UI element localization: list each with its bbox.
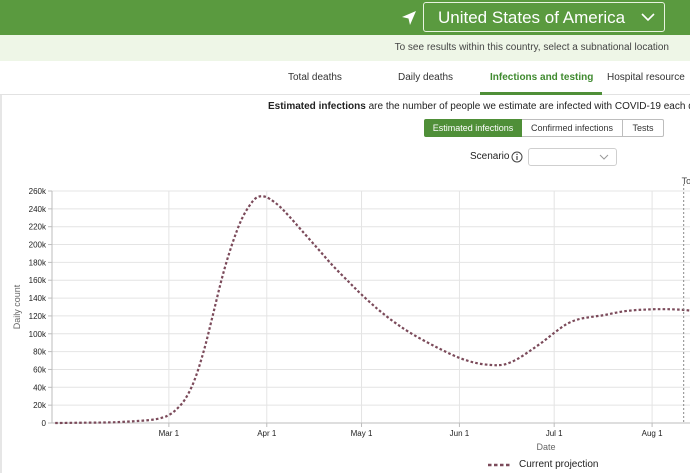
chart-description: Estimated infections are the number of p… [268,101,690,112]
x-tick-label: Aug 1 [642,429,663,438]
x-axis-title: Date [536,442,555,452]
x-tick-label: Jul 1 [546,429,563,438]
info-circle-icon[interactable] [511,151,523,163]
y-tick-label: 160k [29,276,47,285]
notice-text: To see results within this country, sele… [394,42,669,53]
country-label: United States of America [438,8,626,27]
tab-infections-testing[interactable]: Infections and testing [490,72,594,83]
y-axis-title: Daily count [12,284,22,329]
y-axis: 0 20k 40k 60k 80k 100k 120k 140k 160k 180k 200k 220… [29,187,53,428]
tab-daily-deaths[interactable]: Daily deaths [398,72,454,83]
legend-label: Current projection [519,459,599,470]
scenario-select[interactable] [528,148,617,166]
legend-swatch [488,463,510,467]
tab-hospital-resource[interactable]: Hospital resource [607,72,685,83]
scenario-label: Scenario [470,151,510,162]
y-tick-label: 60k [33,365,47,374]
chevron-down-icon [641,13,655,22]
x-tick-label: May 1 [351,429,373,438]
y-tick-label: 120k [29,312,47,321]
description-bold: Estimated infections [268,101,366,112]
country-select[interactable]: United States of America [423,2,665,32]
active-tab-indicator [480,92,602,95]
series-line [55,195,690,425]
content-divider [0,95,2,473]
x-tick-label: Mar 1 [159,429,180,438]
y-tick-label: 260k [29,187,47,196]
x-tick-label: Apr 1 [257,429,277,438]
segment-confirmed-infections[interactable]: Confirmed infections [522,119,623,137]
y-tick-label: 220k [29,223,47,232]
tab-bar: Total deaths Daily deaths Infections and… [0,61,690,95]
y-tick-label: 0 [42,419,47,428]
y-tick-label: 20k [33,401,47,410]
x-tick-label: Jun 1 [450,429,470,438]
segment-estimated-infections[interactable]: Estimated infections [424,119,522,137]
description-rest: are the number of people we estimate are… [365,101,690,112]
tab-total-deaths[interactable]: Total deaths [288,72,342,83]
location-arrow-icon[interactable] [399,8,419,28]
top-bar: United States of America [0,0,690,35]
today-label: Today [682,176,690,186]
y-tick-label: 180k [29,258,47,267]
y-tick-label: 200k [29,241,47,250]
y-tick-label: 240k [29,205,47,214]
y-tick-label: 100k [29,330,47,339]
today-marker: Today [682,176,690,423]
chevron-down-icon [599,154,609,160]
x-axis: Mar 1 Apr 1 May 1 Jun 1 Jul 1 Aug 1 [52,422,690,438]
series-current-projection [55,195,690,425]
y-tick-label: 140k [29,294,47,303]
subnational-notice: To see results within this country, sele… [0,35,690,61]
y-tick-label: 80k [33,348,47,357]
chart-grid [52,190,690,424]
daily-count-chart: 0 20k 40k 60k 80k 100k 120k 140k 160k 180k 200k 220… [12,176,690,452]
y-tick-label: 40k [33,383,47,392]
segment-tests[interactable]: Tests [623,119,664,137]
